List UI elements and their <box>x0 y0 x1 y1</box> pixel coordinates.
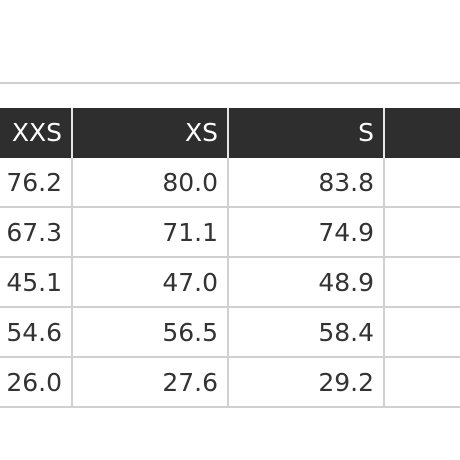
header-cell: XS <box>73 108 229 158</box>
table-cell: 47.0 <box>73 258 229 308</box>
divider <box>0 82 460 84</box>
table-cell: 54.6 <box>0 308 73 358</box>
header-cell <box>385 108 460 158</box>
table-cell: 45.1 <box>0 258 73 308</box>
table-cell <box>385 208 460 258</box>
table-cell: 56.5 <box>73 308 229 358</box>
table-cell <box>385 258 460 308</box>
table-cell: 29.2 <box>229 358 385 408</box>
table-cell: 26.0 <box>0 358 73 408</box>
table-cell: 74.9 <box>229 208 385 258</box>
table-cell: 67.3 <box>0 208 73 258</box>
header-cell: XXS <box>0 108 73 158</box>
table-cell <box>385 308 460 358</box>
table-cell <box>385 158 460 208</box>
table-cell: 71.1 <box>73 208 229 258</box>
table-cell <box>385 358 460 408</box>
table-cell: 27.6 <box>73 358 229 408</box>
table-cell: 58.4 <box>229 308 385 358</box>
table-cell: 80.0 <box>73 158 229 208</box>
table-cell: 83.8 <box>229 158 385 208</box>
header-cell: S <box>229 108 385 158</box>
table-cell: 48.9 <box>229 258 385 308</box>
table-cell: 76.2 <box>0 158 73 208</box>
